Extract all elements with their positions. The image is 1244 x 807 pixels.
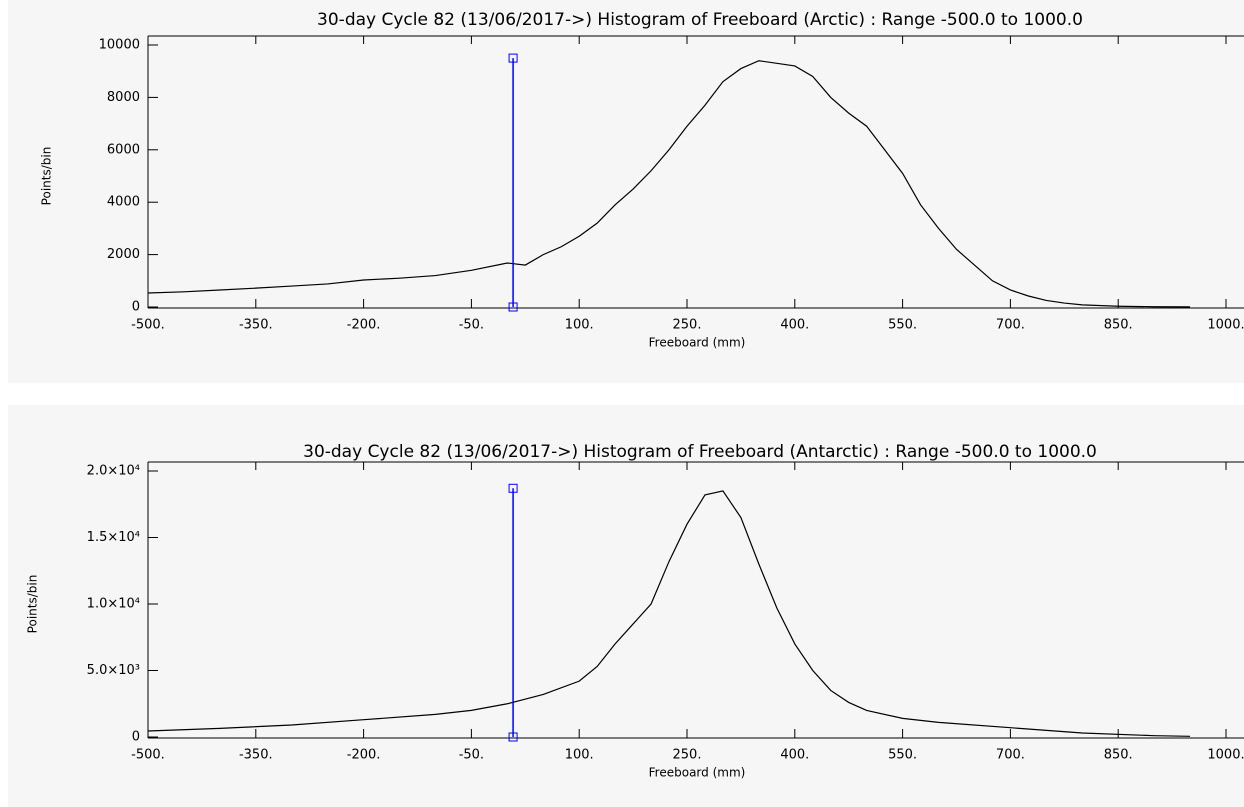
chart-title: 30-day Cycle 82 (13/06/2017->) Histogram… [317,10,1083,30]
data-line [147,60,1191,308]
x-tick-label: 550. [888,318,917,333]
y-tick-label: 0 [132,730,140,745]
y-tick-label: 6000 [107,142,140,157]
x-tick-label: 1000. [1207,318,1244,333]
y-tick-label: 4000 [107,195,140,210]
cursor-handle [508,53,518,63]
y-tick-label: 1.0×10⁴ [87,597,140,612]
panel [8,405,1244,807]
x-tick-label: 250. [673,748,702,763]
cursor-handle [508,302,518,312]
y-tick-label: 1.5×10⁴ [87,530,140,545]
x-tick-label: 250. [673,318,702,333]
x-axis-label: Freeboard (mm) [649,766,746,780]
y-tick-label: 10000 [99,38,140,53]
chart-title: 30-day Cycle 82 (13/06/2017->) Histogram… [303,442,1097,462]
x-tick-label: -50. [459,748,484,763]
y-tick-label: 2.0×10⁴ [87,464,140,479]
x-tick-label: -350. [239,748,273,763]
x-tick-label: 850. [1104,318,1133,333]
x-tick-label: 400. [780,318,809,333]
y-tick-label: 5.0×10³ [87,663,140,678]
x-tick-label: 400. [780,748,809,763]
x-tick-label: 700. [996,748,1025,763]
y-tick-label: 2000 [107,247,140,262]
x-tick-label: -350. [239,318,273,333]
cursor-handle [508,732,518,742]
x-tick-label: -200. [347,748,381,763]
data-line [147,490,1191,737]
x-tick-label: 850. [1104,748,1133,763]
x-tick-label: -500. [131,318,165,333]
panel [8,0,1244,383]
x-tick-label: 700. [996,318,1025,333]
x-tick-label: 1000. [1207,748,1244,763]
y-axis-label: Points/bin [26,575,40,634]
x-tick-label: 100. [565,748,594,763]
x-tick-label: 100. [565,318,594,333]
cursor-handle [508,483,518,493]
y-tick-label: 0 [132,300,140,315]
y-tick-label: 8000 [107,90,140,105]
y-axis-label: Points/bin [40,147,54,206]
x-tick-label: -500. [131,748,165,763]
x-tick-label: -200. [347,318,381,333]
x-tick-label: 550. [888,748,917,763]
x-tick-label: -50. [459,318,484,333]
x-axis-label: Freeboard (mm) [649,336,746,350]
